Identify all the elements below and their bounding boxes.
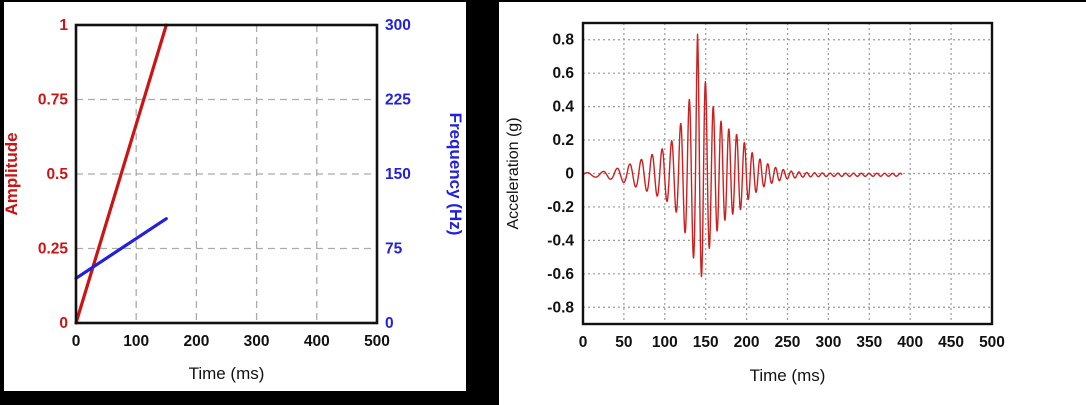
x-tick-label: 50 xyxy=(615,334,632,351)
bottom-border-bar xyxy=(0,391,499,405)
x-tick-label: 500 xyxy=(364,333,390,350)
left-tick-label: 0 xyxy=(59,315,68,332)
y-tick-label: -0.6 xyxy=(547,266,574,283)
x-axis-label: Time (ms) xyxy=(750,366,826,385)
amplitude-ramp-line xyxy=(74,23,168,325)
y-tick-label: -0.8 xyxy=(547,299,574,316)
frequency-sweep-line xyxy=(74,217,168,280)
y-axis-label: Acceleration (g) xyxy=(505,117,522,229)
x-tick-label: 0 xyxy=(72,333,81,350)
left-tick-label: 0.25 xyxy=(38,241,69,258)
right-axis-label: Frequency (Hz) xyxy=(446,113,465,236)
y-tick-label: -0.4 xyxy=(547,232,574,249)
x-tick-label: 100 xyxy=(652,334,678,351)
left-tick-label: 0.75 xyxy=(38,92,69,109)
x-tick-label: 200 xyxy=(183,333,209,350)
x-tick-label: 500 xyxy=(979,334,1005,351)
right-tick-label: 225 xyxy=(385,92,411,109)
left-axis-label: Amplitude xyxy=(4,132,21,215)
right-tick-label: 150 xyxy=(385,166,411,183)
x-tick-label: 200 xyxy=(734,334,760,351)
left-tick-label: 1 xyxy=(59,17,68,34)
acceleration-chart: 0.8 0.6 0.4 0.2 0 -0.2 -0.4 -0.6 -0.8 0 50 100 150 20… xyxy=(505,21,1005,385)
panel-divider-bar xyxy=(466,0,499,405)
x-axis-label: Time (ms) xyxy=(189,364,265,383)
y-tick-label: 0 xyxy=(565,166,574,183)
right-tick-label: 300 xyxy=(385,17,411,34)
x-tick-label: 100 xyxy=(123,333,149,350)
x-tick-label: 300 xyxy=(244,333,270,350)
sweep-profile-panel: 0 0.25 0.5 0.75 1 0 75 150 225 300 0 100 200 300 400 50… xyxy=(4,2,466,391)
x-tick-label: 350 xyxy=(856,334,882,351)
y-tick-label: 0.4 xyxy=(552,99,574,116)
plot-box xyxy=(581,21,994,326)
sweep-profile-chart: 0 0.25 0.5 0.75 1 0 75 150 225 300 0 100 200 300 400 50… xyxy=(4,17,465,383)
acceleration-panel: 0.8 0.6 0.4 0.2 0 -0.2 -0.4 -0.6 -0.8 0 50 100 150 20… xyxy=(499,2,1086,405)
x-tick-label: 400 xyxy=(304,333,330,350)
left-tick-label: 0.5 xyxy=(46,166,68,183)
y-tick-label: -0.2 xyxy=(547,199,574,216)
y-tick-label: 0.8 xyxy=(552,32,574,49)
left-border-bar xyxy=(0,0,4,405)
right-tick-label: 75 xyxy=(385,241,403,258)
x-tick-label: 450 xyxy=(938,334,964,351)
x-tick-label: 250 xyxy=(775,334,801,351)
y-tick-label: 0.6 xyxy=(552,65,574,82)
right-tick-label: 0 xyxy=(385,315,394,332)
x-tick-label: 0 xyxy=(579,334,588,351)
y-tick-label: 0.2 xyxy=(552,132,574,149)
x-tick-label: 300 xyxy=(815,334,841,351)
x-tick-label: 400 xyxy=(897,334,923,351)
plot-box xyxy=(74,23,379,325)
acceleration-trace xyxy=(582,33,903,278)
x-tick-label: 150 xyxy=(693,334,719,351)
top-border-bar xyxy=(0,0,1086,2)
